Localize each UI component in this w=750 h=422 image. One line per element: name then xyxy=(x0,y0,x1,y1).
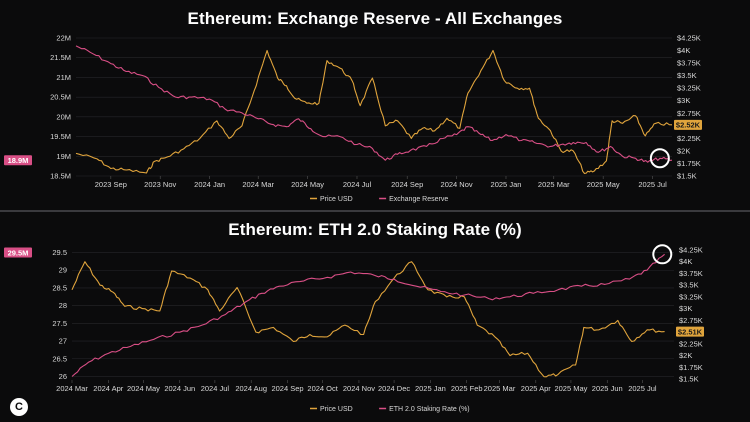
x-tick-label: 2024 Mar xyxy=(56,384,88,393)
value-badge-label: 18.9M xyxy=(8,156,29,165)
copyright-logo-icon: C xyxy=(10,398,28,416)
y-left-tick-label: 29 xyxy=(59,266,67,275)
staking-rate-panel: Ethereum: ETH 2.0 Staking Rate (%) 26 26.… xyxy=(0,212,750,422)
series-line xyxy=(71,253,665,377)
y-left-tick-label: 19.5M xyxy=(50,132,71,141)
highlight-circle xyxy=(649,148,670,169)
x-tick-label: 2023 Sep xyxy=(95,180,127,189)
value-badge-label: $2.51K xyxy=(678,327,703,336)
x-tick-label: 2024 Jan xyxy=(194,180,225,189)
y-right-tick-label: $2K xyxy=(679,351,692,360)
x-tick-label: 2025 Apr xyxy=(521,384,552,393)
y-right-tick-label: $3.5K xyxy=(679,281,699,290)
value-badge-label: 29.5M xyxy=(8,248,29,257)
x-tick-label: 2024 Jul xyxy=(343,180,372,189)
y-right-tick-label: $4.25K xyxy=(679,245,703,254)
y-right-tick-label: $3.75K xyxy=(677,59,701,68)
y-left-tick-label: 27.5 xyxy=(52,319,67,328)
value-badge-label: $2.52K xyxy=(676,121,701,130)
staking-rate-chart: 26 26.5 27 27.5 28 28.5 29 29.5 $1.5K $1.75K $2K $2… xyxy=(4,244,704,413)
x-tick-label: 2024 Aug xyxy=(235,384,267,393)
x-tick-label: 2025 Jul xyxy=(638,180,667,189)
value-badge xyxy=(4,247,32,258)
exchange-reserve-panel: Ethereum: Exchange Reserve - All Exchang… xyxy=(0,0,750,210)
y-left-tick-label: 27 xyxy=(59,337,67,346)
series-line xyxy=(75,49,673,175)
x-tick-label: 2025 Jan xyxy=(415,384,446,393)
x-tick-label: 2024 Sep xyxy=(391,180,423,189)
x-tick-label: 2024 May xyxy=(291,180,324,189)
y-right-tick-label: $1.5K xyxy=(679,375,699,384)
x-tick-label: 2024 May xyxy=(127,384,160,393)
chart-title: Ethereum: ETH 2.0 Staking Rate (%) xyxy=(228,220,522,239)
y-right-tick-label: $3K xyxy=(677,96,690,105)
x-tick-label: 2023 Nov xyxy=(144,180,176,189)
y-left-tick-label: 28.5 xyxy=(52,283,67,292)
y-left-tick-label: 18.5M xyxy=(50,172,71,181)
series-line xyxy=(75,45,673,163)
y-left-tick-label: 28 xyxy=(59,301,67,310)
x-tick-label: 2025 Feb xyxy=(451,384,483,393)
legend-label: Price USD xyxy=(320,406,353,413)
y-right-tick-label: $3K xyxy=(679,304,692,313)
chart-title: Ethereum: Exchange Reserve - All Exchang… xyxy=(187,9,563,28)
y-left-tick-label: 21M xyxy=(56,73,71,82)
y-left-tick-label: 19M xyxy=(56,152,71,161)
y-right-tick-label: $2.75K xyxy=(679,316,703,325)
legend-label: Price USD xyxy=(320,196,353,203)
x-tick-label: 2024 Jun xyxy=(164,384,195,393)
y-right-tick-label: $3.75K xyxy=(679,269,703,278)
y-left-tick-label: 20M xyxy=(56,112,71,121)
x-tick-label: 2025 May xyxy=(554,384,587,393)
x-tick-label: 2024 Jul xyxy=(201,384,230,393)
y-left-tick-label: 29.5 xyxy=(52,248,67,257)
x-tick-label: 2025 Jun xyxy=(592,384,623,393)
y-right-tick-label: $3.25K xyxy=(679,292,703,301)
x-tick-label: 2024 Mar xyxy=(242,180,274,189)
x-tick-label: 2024 Oct xyxy=(307,384,338,393)
x-tick-label: 2025 May xyxy=(587,180,620,189)
y-right-tick-label: $4K xyxy=(679,257,692,266)
y-right-tick-label: $2.25K xyxy=(679,339,703,348)
value-badge xyxy=(674,119,702,130)
y-right-tick-label: $2.25K xyxy=(677,134,701,143)
x-tick-label: 2024 Apr xyxy=(93,384,124,393)
panel-divider xyxy=(0,210,750,212)
x-tick-label: 2025 Jan xyxy=(491,180,522,189)
legend-label: ETH 2.0 Staking Rate (%) xyxy=(389,406,470,413)
x-tick-label: 2024 Nov xyxy=(343,384,375,393)
y-left-tick-label: 26 xyxy=(59,372,67,381)
y-right-tick-label: $3.5K xyxy=(677,71,697,80)
value-badge xyxy=(4,155,32,166)
value-badge xyxy=(676,326,704,337)
x-tick-label: 2025 Mar xyxy=(484,384,516,393)
x-tick-label: 2024 Nov xyxy=(441,180,473,189)
y-left-tick-label: 21.5M xyxy=(50,53,71,62)
y-left-tick-label: 26.5 xyxy=(52,354,67,363)
y-left-tick-label: 20.5M xyxy=(50,93,71,102)
y-right-tick-label: $1.5K xyxy=(677,172,697,181)
series-line xyxy=(71,261,665,378)
x-tick-label: 2024 Dec xyxy=(378,384,410,393)
y-right-tick-label: $1.75K xyxy=(677,159,701,168)
x-tick-label: 2025 Mar xyxy=(538,180,570,189)
y-right-tick-label: $4.25K xyxy=(677,34,701,43)
x-tick-label: 2025 Jul xyxy=(628,384,657,393)
y-right-tick-label: $4K xyxy=(677,46,690,55)
y-right-tick-label: $2.75K xyxy=(677,109,701,118)
y-right-tick-label: $2K xyxy=(677,146,690,155)
y-right-tick-label: $1.75K xyxy=(679,363,703,372)
y-right-tick-label: $3.25K xyxy=(677,84,701,93)
y-left-tick-label: 22M xyxy=(56,34,71,43)
x-tick-label: 2024 Sep xyxy=(271,384,303,393)
exchange-reserve-chart: 18.5M 19M 19.5M 20M 20.5M 21M 21.5M 22M $1.5K $1.… xyxy=(4,34,702,203)
highlight-circle xyxy=(652,244,673,265)
legend-label: Exchange Reserve xyxy=(389,196,448,203)
